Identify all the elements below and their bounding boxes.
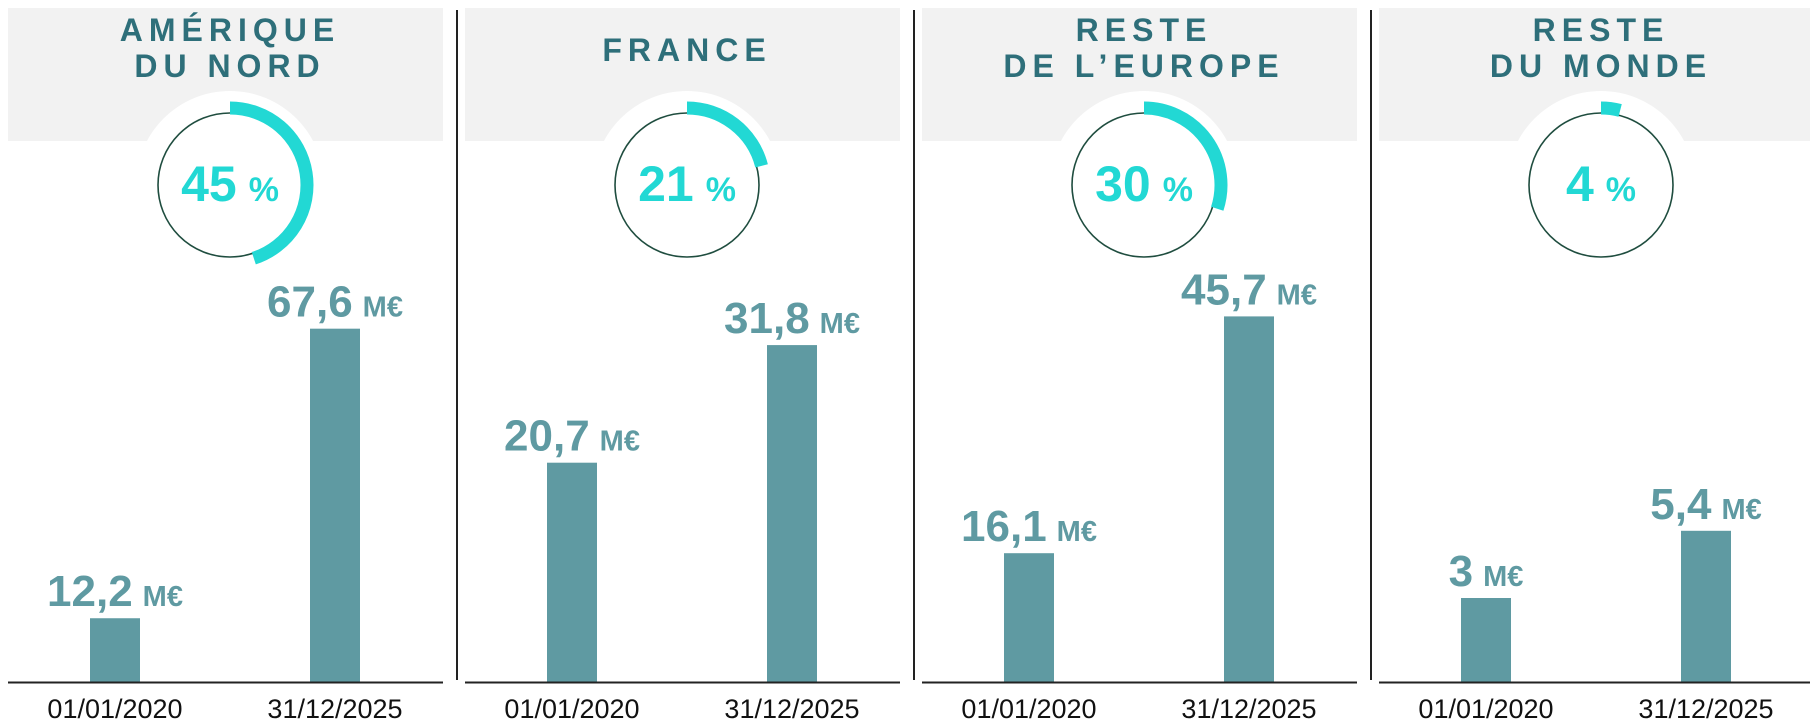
panel-title: DE L’EUROPE bbox=[1003, 48, 1284, 84]
share-value: 45 bbox=[181, 156, 237, 212]
header-cover bbox=[1379, 141, 1810, 201]
share-unit: % bbox=[1606, 171, 1636, 209]
header-cover bbox=[8, 141, 443, 201]
value-label: 31,8 M€ bbox=[724, 294, 860, 343]
gauge-arc bbox=[1600, 101, 1622, 117]
value-unit: M€ bbox=[1277, 279, 1317, 311]
share-unit: % bbox=[249, 171, 279, 209]
panel-title: RESTE bbox=[1533, 12, 1670, 48]
value-label: 20,7 M€ bbox=[504, 412, 640, 461]
value-number: 5,4 bbox=[1650, 480, 1712, 529]
value-unit: M€ bbox=[1057, 516, 1097, 548]
bar bbox=[767, 345, 817, 682]
value-unit: M€ bbox=[820, 308, 860, 340]
value-number: 3 bbox=[1449, 547, 1473, 596]
panel-title: AMÉRIQUE bbox=[120, 12, 340, 48]
share-label: 45% bbox=[181, 156, 279, 212]
share-unit: % bbox=[706, 171, 736, 209]
bar bbox=[1224, 316, 1274, 682]
x-tick-label: 31/12/2025 bbox=[267, 694, 402, 721]
value-unit: M€ bbox=[143, 581, 183, 613]
panel-title: DU NORD bbox=[134, 48, 325, 84]
value-number: 16,1 bbox=[961, 502, 1047, 551]
share-value: 4 bbox=[1566, 156, 1594, 212]
panel-title: RESTE bbox=[1076, 12, 1213, 48]
value-number: 20,7 bbox=[504, 412, 590, 461]
value-number: 67,6 bbox=[267, 278, 353, 327]
bar bbox=[1004, 553, 1054, 682]
bar bbox=[1461, 598, 1511, 682]
value-number: 31,8 bbox=[724, 294, 810, 343]
value-label: 67,6 M€ bbox=[267, 278, 403, 327]
x-tick-label: 31/12/2025 bbox=[1181, 694, 1316, 721]
value-label: 16,1 M€ bbox=[961, 502, 1097, 551]
bar bbox=[1681, 530, 1731, 682]
x-tick-label: 31/12/2025 bbox=[724, 694, 859, 721]
value-label: 12,2 M€ bbox=[47, 567, 183, 616]
x-tick-label: 01/01/2020 bbox=[961, 694, 1096, 721]
value-unit: M€ bbox=[363, 292, 403, 324]
gauge-arc bbox=[686, 101, 768, 168]
value-label: 3 M€ bbox=[1449, 547, 1524, 596]
panel-title: DU MONDE bbox=[1490, 48, 1712, 84]
gauge-arc bbox=[1143, 101, 1228, 211]
share-value: 21 bbox=[638, 156, 694, 212]
value-label: 45,7 M€ bbox=[1181, 265, 1317, 314]
share-value: 30 bbox=[1095, 156, 1151, 212]
value-unit: M€ bbox=[1721, 494, 1761, 526]
share-label: 30% bbox=[1095, 156, 1193, 212]
gauge-arc bbox=[229, 101, 314, 265]
value-number: 45,7 bbox=[1181, 265, 1267, 314]
x-tick-label: 01/01/2020 bbox=[504, 694, 639, 721]
bar bbox=[547, 462, 597, 682]
value-number: 12,2 bbox=[47, 567, 133, 616]
share-unit: % bbox=[1163, 171, 1193, 209]
value-unit: M€ bbox=[600, 426, 640, 458]
share-label: 4% bbox=[1566, 156, 1636, 212]
header-cover bbox=[465, 141, 900, 201]
value-label: 5,4 M€ bbox=[1650, 480, 1761, 529]
x-tick-label: 01/01/2020 bbox=[47, 694, 182, 721]
bar bbox=[310, 328, 360, 682]
x-tick-label: 01/01/2020 bbox=[1418, 694, 1553, 721]
value-unit: M€ bbox=[1483, 561, 1523, 593]
bar bbox=[90, 618, 140, 682]
x-tick-label: 31/12/2025 bbox=[1638, 694, 1773, 721]
share-label: 21% bbox=[638, 156, 736, 212]
header-cover bbox=[922, 141, 1357, 201]
panel-title: FRANCE bbox=[602, 32, 771, 68]
